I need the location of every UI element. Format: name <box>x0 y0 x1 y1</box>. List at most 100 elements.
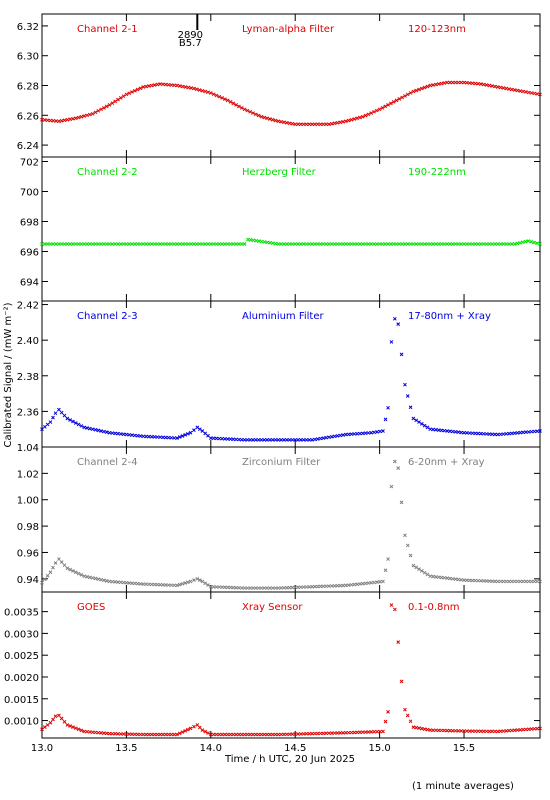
data-point <box>62 242 67 246</box>
data-point <box>172 732 177 737</box>
data-point <box>392 459 397 464</box>
data-point <box>476 242 480 246</box>
band-label: 17-80nm + Xray <box>408 311 491 322</box>
data-point <box>411 416 416 421</box>
data-point <box>62 118 67 123</box>
data-point <box>217 242 222 246</box>
data-point <box>79 114 84 119</box>
data-point <box>296 122 300 127</box>
y-tick-label: 0.0015 <box>4 695 39 706</box>
data-point <box>68 724 72 728</box>
data-point <box>102 731 106 736</box>
data-point <box>335 434 340 438</box>
data-point <box>127 581 132 585</box>
data-point <box>304 731 309 736</box>
data-point <box>265 240 270 245</box>
data-point <box>310 731 314 736</box>
data-point <box>456 729 461 733</box>
data-point <box>428 728 433 733</box>
data-point <box>242 107 247 112</box>
data-point <box>256 113 261 118</box>
data-point <box>93 110 98 115</box>
data-point <box>279 438 284 442</box>
data-point <box>304 438 309 442</box>
data-point <box>217 94 222 99</box>
data-point <box>73 242 78 246</box>
data-point <box>217 732 222 737</box>
data-point <box>327 122 331 127</box>
data-point <box>42 424 47 429</box>
data-point <box>434 574 438 579</box>
data-point <box>425 84 430 89</box>
data-point <box>149 83 154 88</box>
data-point <box>197 88 202 92</box>
data-point <box>284 438 289 442</box>
data-point <box>270 117 275 122</box>
data-point <box>169 242 174 246</box>
data-point <box>186 727 190 732</box>
data-point <box>127 91 132 96</box>
data-point <box>366 581 371 585</box>
data-point <box>338 433 343 438</box>
y-tick-label: 0.0035 <box>4 608 39 619</box>
panel-4: 0.94 0.96 0.98 1.00 1.02 1.04 Channel 2-4 Zirco… <box>17 443 542 593</box>
data-point <box>186 431 190 436</box>
data-point <box>135 87 140 92</box>
data-point <box>96 730 101 735</box>
data-point <box>358 582 362 586</box>
data-point <box>358 115 362 120</box>
panel-frame <box>41 446 541 593</box>
data-point <box>315 437 320 441</box>
data-point <box>329 121 334 126</box>
data-point <box>177 582 182 587</box>
data-point <box>515 728 520 732</box>
data-point <box>102 242 106 246</box>
data-point <box>535 726 540 731</box>
data-point <box>147 242 151 246</box>
data-point <box>186 580 190 585</box>
data-point <box>82 729 87 734</box>
data-point <box>425 727 430 732</box>
data-point <box>152 83 157 87</box>
data-point <box>363 242 368 246</box>
data-point <box>85 426 89 430</box>
data-point <box>242 242 247 246</box>
data-point <box>510 728 514 733</box>
data-point <box>358 242 362 246</box>
data-point <box>144 732 148 737</box>
data-point <box>495 579 500 584</box>
data-point <box>507 87 511 91</box>
series-name: Channel 2-3 <box>77 311 138 322</box>
y-tick-label: 2.36 <box>17 407 39 418</box>
data-point <box>127 432 132 437</box>
data-point <box>431 242 435 246</box>
data-point <box>313 242 317 246</box>
filter-name: Xray Sensor <box>242 602 303 613</box>
x-tick-label: 13.0 <box>31 743 53 754</box>
data-point <box>315 731 320 736</box>
y-tick-label: 2.40 <box>17 336 39 347</box>
data-point <box>175 436 179 440</box>
data-point <box>265 586 269 590</box>
data-point <box>341 730 345 735</box>
data-point <box>42 118 47 122</box>
data-point <box>369 242 374 246</box>
data-point <box>324 435 329 440</box>
x-tick-label: 14.5 <box>284 743 306 754</box>
data-point <box>40 580 44 585</box>
data-point <box>428 242 433 246</box>
data-series <box>40 237 542 246</box>
data-point <box>54 119 58 123</box>
data-point <box>355 242 359 246</box>
data-point <box>439 242 444 246</box>
data-point <box>293 242 298 246</box>
data-point <box>141 242 146 246</box>
panel-3: 2.36 2.38 2.40 2.42 Channel 2-3 Aluminium Fil… <box>17 300 542 448</box>
data-point <box>180 730 185 734</box>
data-point <box>490 242 495 246</box>
data-point <box>327 435 331 440</box>
data-point <box>405 543 410 548</box>
data-point <box>113 99 118 104</box>
data-point <box>473 81 478 86</box>
data-point <box>310 122 314 127</box>
